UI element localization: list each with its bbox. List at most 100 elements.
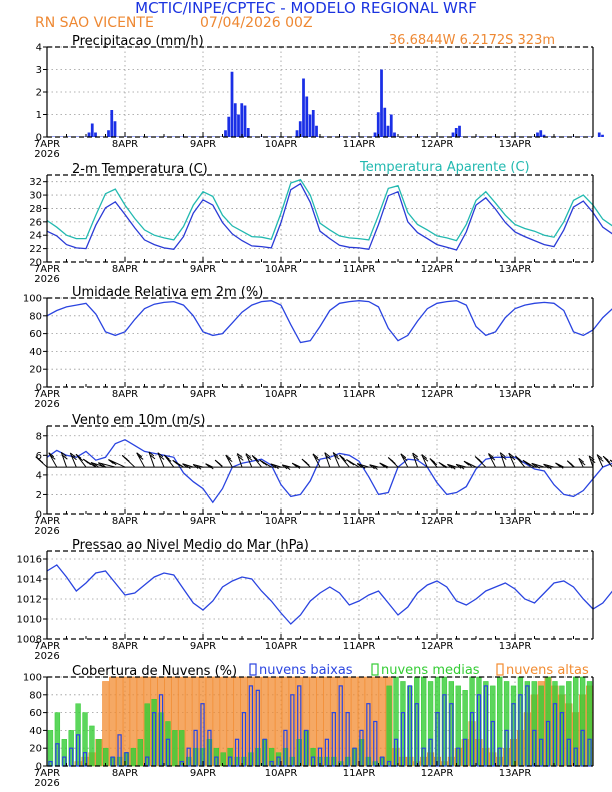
xtick-label: 10APR: [265, 264, 298, 275]
wind-barb-flag: [579, 460, 586, 466]
ytick-label: 32: [29, 177, 42, 188]
wind-barb-flag: [270, 463, 276, 469]
wind-barb: [98, 462, 116, 468]
wind-barb-flag: [359, 464, 366, 469]
ytick-label: 60: [29, 329, 42, 340]
wind-barb-flag: [97, 462, 104, 468]
cloud-bar-cloud_low: [386, 760, 392, 767]
cloud-bar-cloud_low: [290, 694, 295, 767]
wind-barb-flag: [325, 455, 332, 460]
wind-barb-flag: [489, 455, 496, 461]
wind-barb-flag: [447, 463, 453, 469]
series-line-humidity: [46, 300, 612, 344]
ytick-label: 0: [36, 762, 42, 773]
ytick-label: 40: [29, 726, 42, 737]
precip-bar: [458, 125, 461, 137]
cloud-bar-cloud_high: [240, 676, 248, 767]
cloud-bar-cloud_mid: [130, 747, 137, 767]
wind-barb-flag: [90, 462, 97, 467]
cloud-bar-cloud_low: [483, 685, 489, 767]
wind-barb-flag: [284, 465, 291, 470]
cloud-bar-cloud_low: [186, 747, 191, 767]
ytick-label: 8: [36, 431, 42, 442]
ytick-label: 1014: [17, 575, 42, 586]
xtick-label: 12APR: [421, 389, 454, 400]
ytick-label: 1016: [17, 555, 42, 566]
xtick-label: 9APR: [190, 768, 216, 779]
wind-barb-flag: [261, 460, 268, 466]
wind-barb-flag: [340, 456, 347, 462]
wind-barb-flag: [441, 463, 447, 469]
ytick-label: 1: [36, 110, 42, 121]
series-line-wind: [46, 438, 612, 504]
wind-barb-flag: [517, 458, 523, 463]
precip-bar: [224, 130, 227, 137]
cloud-bar-cloud_low: [276, 756, 281, 767]
xtick-label: 11APR: [343, 139, 376, 150]
wind-barb-flag: [555, 462, 561, 468]
wind-barb: [48, 452, 58, 468]
xtick-label: 11APR: [343, 641, 376, 652]
ytick-label: 22: [29, 244, 42, 255]
wind-barb: [136, 452, 145, 468]
xtick-label: 10APR: [265, 768, 298, 779]
series-line-pressure: [46, 564, 612, 625]
xtick-label: 10APR: [265, 516, 298, 527]
wind-barb: [270, 463, 282, 468]
xtick-label: 12APR: [421, 264, 454, 275]
legend-label: nuvens altas: [506, 663, 589, 678]
legend-label: nuvens baixas: [259, 663, 353, 678]
ytick-label: 24: [29, 231, 42, 242]
xtick-label: 13APR: [499, 139, 532, 150]
wind-barb-flag: [463, 460, 470, 466]
precip-bar: [246, 128, 250, 137]
cloud-bar-cloud_high: [344, 676, 352, 767]
xtick-label: 12APR: [421, 641, 454, 652]
cloud-bar-cloud_high: [330, 676, 338, 767]
wind-barb-flag: [431, 460, 438, 466]
precip-bar: [380, 69, 383, 137]
panel-title: Precipitacao (mm/h): [72, 34, 204, 49]
panel-title: Umidade Relativa em 2m (%): [72, 285, 263, 300]
cloud-bar-cloud_low: [587, 738, 592, 767]
wind-barb: [157, 452, 165, 468]
precip-bar: [227, 116, 231, 137]
wind-barb-flag: [546, 464, 552, 470]
xtick-label: 7APR: [34, 139, 60, 150]
cloud-bar-cloud_low: [82, 752, 88, 767]
ytick-label: 1008: [17, 635, 42, 646]
year-label: 2026: [34, 778, 59, 789]
cloud-bar-cloud_high: [109, 676, 117, 767]
wind-barb: [499, 452, 506, 468]
legend-swatch: [249, 663, 257, 676]
wind-barb-flag: [508, 452, 515, 458]
wind-barb: [578, 458, 584, 468]
wind-barb-flag: [251, 455, 258, 460]
wind-barb-flag: [369, 464, 375, 470]
wind-barb-flag: [458, 464, 465, 470]
wind-barb-flag: [48, 452, 55, 458]
cloud-bar-cloud_high: [233, 676, 241, 767]
xtick-label: 13APR: [499, 389, 532, 400]
xtick-label: 9APR: [190, 139, 216, 150]
wind-barb-flag: [163, 454, 170, 460]
precip-bar: [243, 105, 247, 137]
wind-barb-flag: [236, 453, 243, 458]
ytick-label: 20: [29, 744, 42, 755]
wind-barb-flag: [174, 461, 181, 467]
cloud-bar-cloud_mid: [172, 730, 178, 767]
wind-barb-flag: [534, 463, 540, 469]
wind-barb-flag: [108, 459, 114, 464]
cloud-bar-cloud_low: [283, 729, 288, 767]
precip-bar: [308, 114, 312, 137]
wind-barb-flag: [165, 457, 172, 462]
cloud-bar-cloud_low: [539, 738, 544, 767]
wind-barb-flag: [466, 462, 472, 467]
wind-barb: [412, 452, 418, 468]
wind-barb-flag: [273, 464, 279, 470]
wind-barb-flag: [596, 454, 603, 459]
wind-barb-flag: [569, 462, 575, 468]
wind-barb: [236, 453, 243, 468]
cloud-bar-cloud_mid: [179, 730, 185, 767]
apparent-legend-label: Temperatura Aparente (C): [359, 160, 530, 175]
